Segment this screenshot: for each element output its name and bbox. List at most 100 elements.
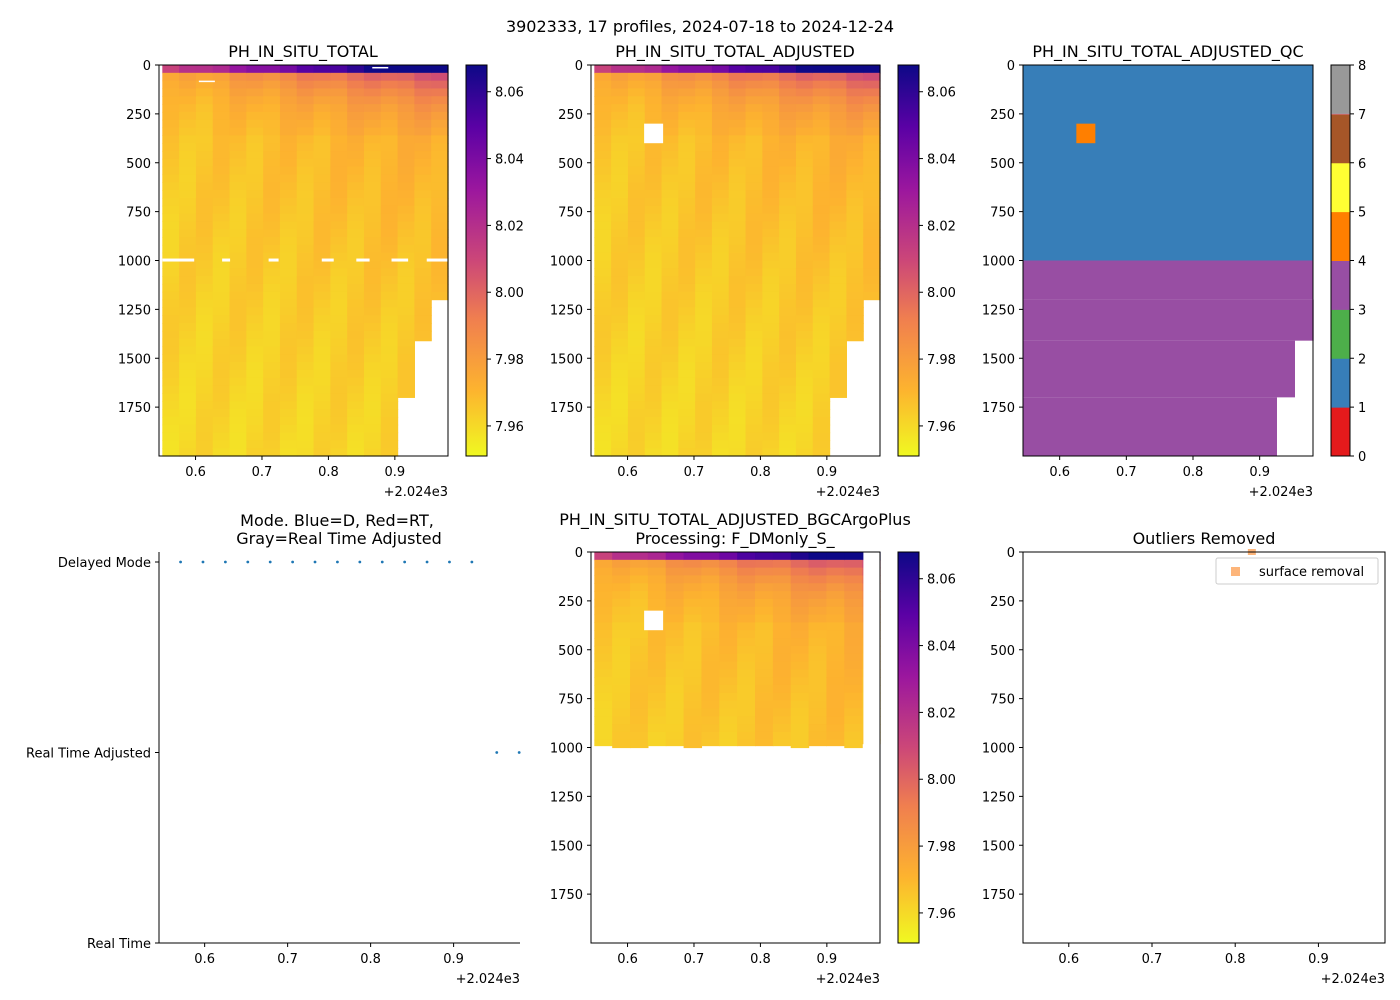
- heatmap-cell: [162, 213, 180, 222]
- heatmap-cell: [812, 276, 831, 285]
- heatmap-cell: [296, 276, 315, 285]
- heatmap-cell: [414, 182, 432, 191]
- heatmap-cell: [661, 111, 679, 121]
- heatmap-cell: [627, 330, 646, 340]
- heatmap-cell: [678, 393, 696, 402]
- y-tick-label: 1250: [982, 790, 1015, 805]
- heatmap-cell: [431, 135, 449, 144]
- heatmap-cell: [611, 119, 629, 129]
- heatmap-cell: [755, 731, 774, 741]
- heatmap-cell: [779, 369, 797, 379]
- heatmap-cell: [296, 80, 315, 90]
- heatmap-cell: [779, 283, 797, 293]
- heatmap-cell: [826, 684, 845, 694]
- heatmap-cell: [719, 708, 738, 717]
- heatmap-cell: [829, 80, 847, 90]
- heatmap-cell: [661, 72, 679, 82]
- heatmap-cell: [212, 244, 231, 254]
- heatmap-cell: [644, 237, 663, 246]
- heatmap-cell: [397, 346, 415, 355]
- heatmap-cell: [745, 299, 763, 309]
- heatmap-cell: [779, 111, 797, 121]
- heatmap-cell: [594, 432, 612, 441]
- heatmap-cell: [644, 276, 663, 285]
- heatmap-cell: [772, 692, 792, 702]
- heatmap-cell: [229, 268, 247, 277]
- y-tick-label: 500: [558, 157, 583, 172]
- heatmap-cell: [779, 362, 797, 371]
- heatmap-cell: [812, 96, 831, 105]
- heatmap-cell: [380, 174, 399, 183]
- x-offset-label: +2.024e3: [1249, 485, 1313, 500]
- heatmap-cell: [414, 338, 432, 342]
- heatmap-cell: [330, 393, 348, 402]
- heatmap-cell: [594, 190, 612, 199]
- heatmap-cell: [212, 369, 231, 379]
- heatmap-cell: [279, 401, 298, 410]
- heatmap-cell: [229, 88, 247, 97]
- heatmap-cell: [279, 237, 298, 246]
- heatmap-cell: [661, 205, 679, 215]
- heatmap-cell: [414, 65, 432, 74]
- heatmap-cell: [313, 197, 331, 207]
- heatmap-cell: [678, 80, 696, 90]
- heatmap-cell: [644, 354, 663, 363]
- y-tick-label: 750: [990, 693, 1015, 708]
- heatmap-cell: [279, 104, 298, 113]
- heatmap-cell: [330, 221, 348, 230]
- heatmap-cell: [745, 338, 763, 348]
- heatmap-cell: [701, 645, 720, 655]
- heatmap-cell: [745, 260, 763, 269]
- heatmap-cell: [728, 401, 747, 410]
- y-tick-label: 1000: [982, 742, 1015, 757]
- heatmap-cell: [829, 237, 847, 246]
- heatmap-cell: [612, 614, 631, 623]
- heatmap-cell: [594, 127, 612, 136]
- y-tick-label: 0: [143, 59, 151, 74]
- heatmap-cell: [661, 362, 679, 371]
- heatmap-cell: [627, 276, 646, 285]
- heatmap-cell: [772, 700, 792, 709]
- heatmap-cell: [179, 323, 197, 332]
- heatmap-cell: [719, 567, 738, 577]
- heatmap-cell: [812, 221, 831, 230]
- heatmap-cell: [212, 205, 231, 215]
- heatmap-cell: [195, 205, 214, 215]
- heatmap-cell: [762, 190, 780, 199]
- heatmap-cell: [737, 583, 756, 592]
- heatmap-cell: [661, 393, 679, 402]
- heatmap-cell: [683, 598, 703, 608]
- heatmap-cell: [627, 409, 646, 418]
- heatmap-cell: [229, 119, 247, 129]
- heatmap-cell: [627, 338, 646, 348]
- heatmap-cell: [330, 338, 348, 348]
- heatmap-cell: [863, 197, 881, 207]
- mode-point: [246, 560, 250, 564]
- heatmap-cell: [779, 424, 797, 434]
- qc-region-flag-3: [1023, 299, 1314, 341]
- heatmap-cell: [812, 409, 831, 418]
- heatmap-cell: [647, 724, 667, 733]
- missing-data-box: [644, 610, 664, 631]
- heatmap-cell: [665, 638, 685, 647]
- x-tick-label: 0.7: [252, 465, 273, 480]
- heatmap-cell: [229, 96, 247, 105]
- heatmap-cell: [762, 291, 780, 301]
- heatmap-cell: [431, 72, 449, 82]
- heatmap-cell: [844, 661, 863, 670]
- heatmap-cell: [229, 323, 247, 332]
- heatmap-cell: [755, 645, 774, 655]
- heatmap-cell: [380, 166, 399, 176]
- heatmap-cell: [779, 244, 797, 254]
- heatmap-cell: [611, 416, 629, 426]
- heatmap-cell: [627, 237, 646, 246]
- heatmap-cell: [263, 221, 281, 230]
- heatmap-cell: [829, 330, 847, 340]
- heatmap-cell: [728, 323, 747, 332]
- heatmap-cell: [195, 409, 214, 418]
- heatmap-cell: [846, 338, 864, 342]
- heatmap-cell: [630, 739, 649, 749]
- heatmap-cell: [630, 645, 649, 655]
- heatmap-cell: [296, 369, 315, 379]
- heatmap-cell: [829, 291, 847, 301]
